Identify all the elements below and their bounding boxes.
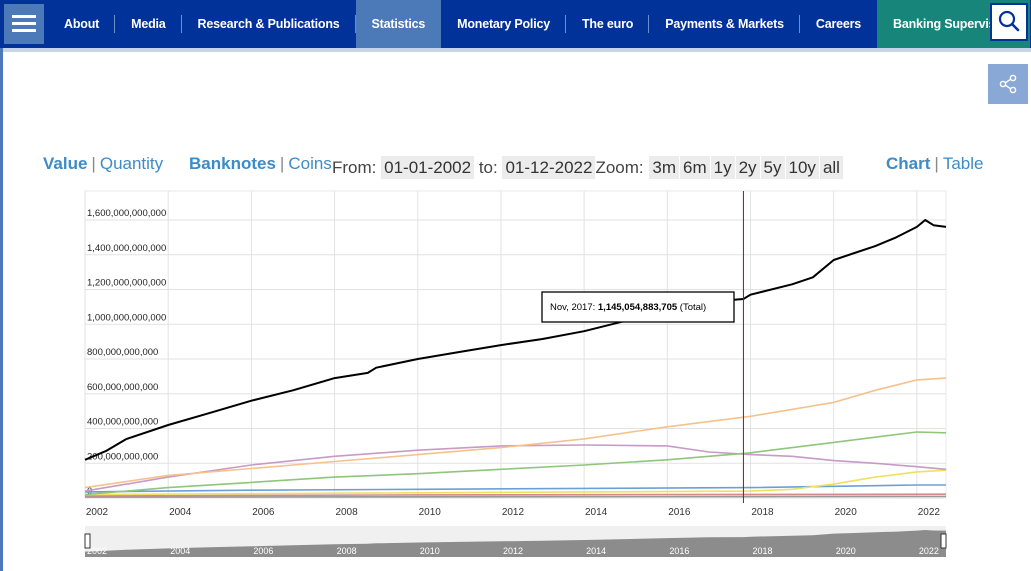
chart-link[interactable]: Chart <box>886 154 931 173</box>
zoom-5y-button[interactable]: 5y <box>760 156 785 179</box>
zoom-10y-button[interactable]: 10y <box>785 156 819 179</box>
from-date-input[interactable]: 01-01-2002 <box>381 156 475 179</box>
series-line-10 <box>84 493 947 497</box>
navigator-label: 2012 <box>503 546 523 556</box>
zoom-all-button[interactable]: all <box>819 156 843 179</box>
tooltip-text: Nov, 2017: 1,145,054,883,705 (Total) <box>550 302 706 313</box>
hamburger-menu-icon[interactable] <box>4 4 44 44</box>
x-tick-label: 2004 <box>169 507 192 518</box>
navigator-handle-left <box>84 533 91 549</box>
tooltip-box <box>541 291 735 323</box>
zoom-label: Zoom: <box>595 158 644 177</box>
series-line-20 <box>84 484 946 493</box>
table-link[interactable]: Table <box>942 154 984 173</box>
banknotes-coins-toggle: Banknotes | Coins <box>189 154 332 173</box>
date-range-controls: From: 01-01-2002 to: 01-12-2022 Zoom: 3m 6… <box>332 156 843 179</box>
navigator-label: 2002 <box>87 546 107 556</box>
series-line-500 <box>84 444 947 492</box>
nav-item-about[interactable]: About <box>48 0 116 48</box>
to-date-input[interactable]: 01-12-2022 <box>502 156 596 179</box>
search-icon <box>998 10 1020 32</box>
top-navigation: About Media Research & Publications Stat… <box>0 0 1031 48</box>
series-line-total <box>84 219 947 461</box>
x-tick-label: 2018 <box>751 507 774 518</box>
search-button[interactable] <box>990 3 1028 41</box>
x-tick-label: 2014 <box>585 507 608 518</box>
share-button[interactable] <box>988 64 1028 104</box>
navigator-label: 2022 <box>919 546 939 556</box>
y-tick-label: 200,000,000,000 <box>87 451 158 462</box>
nav-underline <box>0 48 1031 52</box>
y-tick-label: 800,000,000,000 <box>87 347 158 358</box>
navigator-handle-right <box>940 533 947 549</box>
nav-items: About Media Research & Publications Stat… <box>48 0 1030 48</box>
series-line-5 <box>84 495 947 498</box>
series-line-200 <box>84 469 947 496</box>
nav-item-careers[interactable]: Careers <box>815 17 862 31</box>
x-tick-label: 2002 <box>86 507 109 518</box>
nav-item-research[interactable]: Research & Publications <box>182 0 356 48</box>
from-label: From: <box>332 158 377 177</box>
navigator-label: 2018 <box>753 546 773 556</box>
y-tick-label: 1,600,000,000,000 <box>87 208 166 219</box>
chart-table-toggle: Chart | Table <box>886 154 984 173</box>
navigator-label: 2020 <box>836 546 856 556</box>
y-tick-label: 600,000,000,000 <box>87 382 158 393</box>
banknote-value-chart: 2002 2004 2006 2008 2010 2012 2014 2016 2018 2020… <box>84 190 947 557</box>
x-tick-label: 2006 <box>252 507 275 518</box>
zoom-1y-button[interactable]: 1y <box>710 156 735 179</box>
y-tick-label: 1,400,000,000,000 <box>87 243 166 254</box>
x-tick-label: 2016 <box>668 507 691 518</box>
y-tick-label: 1,000,000,000,000 <box>87 312 166 323</box>
series-line-100 <box>84 431 947 496</box>
value-quantity-toggle: Value | Quantity <box>43 154 164 173</box>
banknotes-link[interactable]: Banknotes <box>189 154 276 173</box>
navigator-label: 2008 <box>337 546 357 556</box>
nav-item-euro[interactable]: The euro <box>566 0 650 48</box>
coins-link[interactable]: Coins <box>288 154 332 173</box>
series-line-50 <box>84 377 947 489</box>
to-label: to: <box>478 158 498 177</box>
navigator-label: 2010 <box>420 546 440 556</box>
zoom-2y-button[interactable]: 2y <box>735 156 760 179</box>
left-rule <box>0 48 3 571</box>
navigator-label: 2014 <box>586 546 606 556</box>
value-link[interactable]: Value <box>43 154 88 173</box>
nav-item-monetary-policy[interactable]: Monetary Policy <box>441 0 566 48</box>
x-tick-label: 2020 <box>835 507 858 518</box>
x-tick-label: 2012 <box>502 507 525 518</box>
zoom-3m-button[interactable]: 3m <box>649 156 679 179</box>
nav-item-statistics[interactable]: Statistics <box>355 0 442 48</box>
navigator-area <box>85 530 946 557</box>
navigator-label: 2004 <box>170 546 190 556</box>
plot-area <box>84 190 947 499</box>
navigator-label: 2016 <box>669 546 689 556</box>
x-tick-label: 2022 <box>918 507 941 518</box>
x-tick-label: 2010 <box>419 507 442 518</box>
y-tick-label: 400,000,000,000 <box>87 417 158 428</box>
y-tick-label: 1,200,000,000,000 <box>87 278 166 289</box>
share-icon <box>999 74 1017 94</box>
quantity-link[interactable]: Quantity <box>99 154 164 173</box>
x-tick-label: 2008 <box>335 507 358 518</box>
nav-item-media[interactable]: Media <box>115 0 182 48</box>
navigator-label: 2006 <box>253 546 273 556</box>
zoom-6m-button[interactable]: 6m <box>679 156 710 179</box>
nav-item-payments[interactable]: Payments & Markets <box>649 0 800 48</box>
